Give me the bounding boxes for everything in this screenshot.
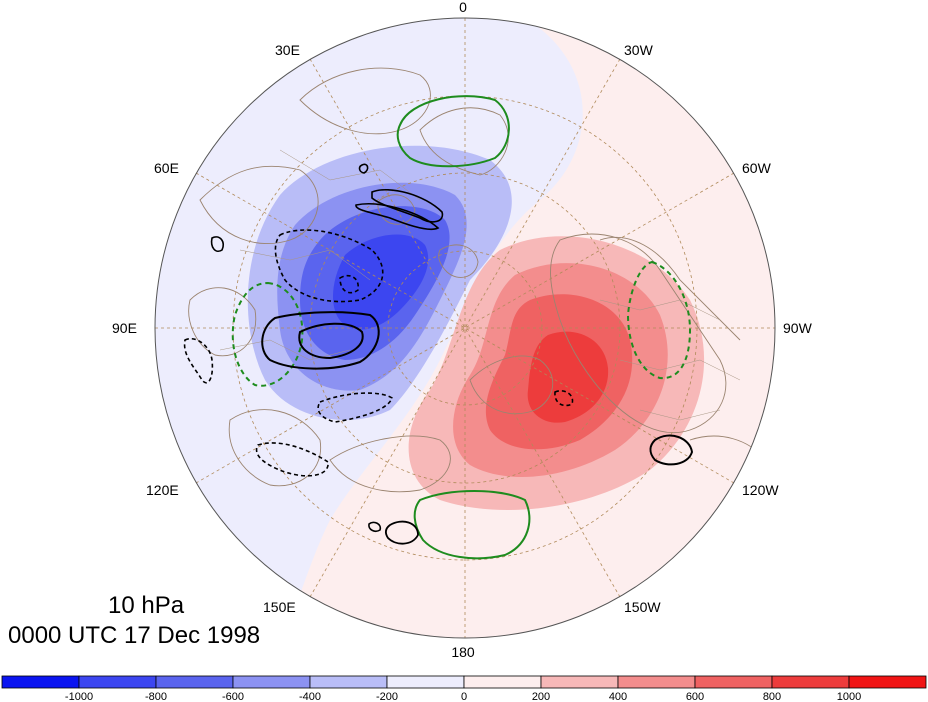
lon-label-30w: 30W bbox=[624, 42, 654, 58]
colorbar-swatch bbox=[155, 675, 234, 689]
dashed-contour-west-inner bbox=[339, 274, 360, 294]
green-contour-north bbox=[396, 95, 510, 168]
colorbar-swatch bbox=[463, 675, 542, 689]
colorbar-swatch bbox=[694, 675, 773, 689]
black-contour-west-inner bbox=[298, 322, 364, 360]
lon-label-150e: 150E bbox=[263, 599, 296, 615]
colorbar-tick-label: 200 bbox=[532, 691, 550, 702]
map-outline bbox=[154, 17, 776, 639]
lon-label-30e: 30E bbox=[275, 42, 300, 58]
colorbar-swatch bbox=[617, 675, 696, 689]
coastlines bbox=[188, 67, 766, 493]
lon-label-60w: 60W bbox=[742, 160, 772, 176]
colorbar-swatch bbox=[309, 675, 388, 689]
colorbar-swatch bbox=[540, 675, 619, 689]
lon-label-90w: 90W bbox=[783, 320, 813, 336]
lon-label-0: 0 bbox=[459, 0, 467, 15]
colorbar-tick-label: -400 bbox=[299, 691, 321, 702]
black-contour-north-2 bbox=[355, 203, 440, 231]
dashed-contour-east-small bbox=[554, 390, 574, 407]
colorbar-tick-label: -200 bbox=[376, 691, 398, 702]
contour-lines bbox=[183, 95, 694, 560]
colorbar-tick-label: 0 bbox=[461, 691, 467, 702]
colorbar-swatch bbox=[232, 675, 311, 689]
black-contour-south-1 bbox=[384, 520, 419, 545]
dashed-contour-south-west bbox=[255, 442, 329, 477]
colorbar-swatch bbox=[78, 675, 157, 689]
green-contour-east-dashed bbox=[626, 260, 692, 380]
colorbar-tick-label: 400 bbox=[609, 691, 627, 702]
lon-label-90e: 90E bbox=[112, 320, 137, 336]
colorbar-tick-label: 1000 bbox=[837, 691, 861, 702]
negative-anomaly-800 bbox=[332, 234, 429, 330]
lon-label-120e: 120E bbox=[146, 482, 179, 498]
borders bbox=[219, 149, 741, 421]
colorbar-tick-label: -600 bbox=[222, 691, 244, 702]
lon-label-60e: 60E bbox=[154, 160, 179, 176]
colorbar-tick-label: 800 bbox=[763, 691, 781, 702]
lon-label-120w: 120W bbox=[742, 482, 779, 498]
black-contour-south-small bbox=[368, 521, 382, 532]
colorbar-swatch bbox=[1, 675, 80, 689]
black-contour-southeast bbox=[649, 434, 694, 466]
green-contour-west-dashed bbox=[231, 281, 304, 387]
black-contour-north-small bbox=[358, 163, 369, 174]
colorbar-swatch bbox=[771, 675, 850, 689]
colorbar-tick-label: 600 bbox=[686, 691, 704, 702]
black-contour-west-outer bbox=[261, 311, 380, 370]
colorbar-tick-label: -800 bbox=[145, 691, 167, 702]
colorbar-swatch bbox=[848, 675, 927, 689]
title-pressure-level: 10 hPa bbox=[108, 592, 185, 619]
colorbar: -1000 -800 -600 -400 -200 0 200 400 600 800 1000 bbox=[1, 675, 927, 702]
colorbar-tick-label: -1000 bbox=[65, 691, 93, 702]
title-timestamp: 0000 UTC 17 Dec 1998 bbox=[8, 622, 261, 649]
dashed-contour-far-west bbox=[183, 338, 214, 384]
lon-label-150w: 150W bbox=[624, 599, 661, 615]
black-contour-far-west bbox=[210, 236, 225, 253]
longitude-labels: 0 180 90E 90W 30E 60E 120E 150E 30W 60W … bbox=[112, 0, 813, 660]
green-contour-south bbox=[413, 490, 531, 560]
lon-label-180: 180 bbox=[451, 644, 475, 660]
colorbar-swatch bbox=[386, 675, 465, 689]
